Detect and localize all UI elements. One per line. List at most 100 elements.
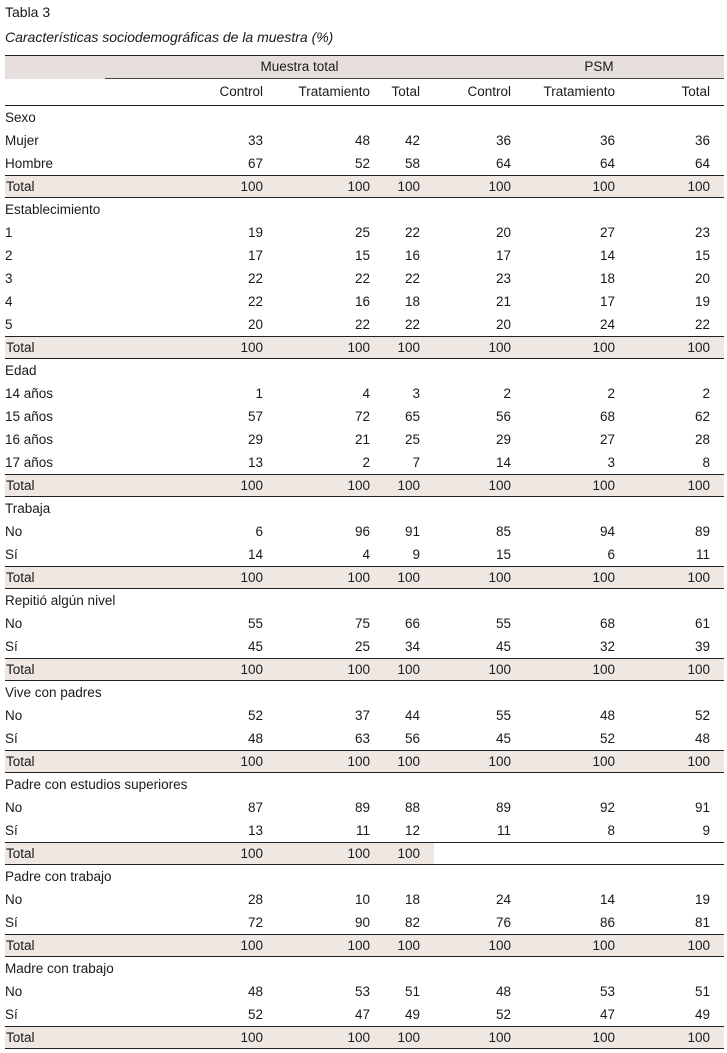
row-label: 14 años (5, 386, 54, 401)
total-row: Total 100 100 100 100 100 100 (5, 750, 725, 773)
row-label: 4 (5, 294, 13, 309)
value-cell: 48 (495, 984, 511, 999)
table-row: 16 años 29 21 25 29 27 28 (5, 428, 724, 451)
value-cell: 48 (599, 708, 615, 723)
total-value-cell: 100 (434, 175, 525, 198)
section-label: Padre con estudios superiores (5, 777, 188, 792)
value-cell: 63 (354, 731, 370, 746)
total-value-cell: 100 (434, 1026, 525, 1049)
total-value-cell: 100 (277, 474, 384, 497)
value-cell: 20 (695, 271, 711, 286)
value-cell: 20 (247, 317, 263, 332)
value-cell: 72 (354, 409, 370, 424)
table-row: 15 años 57 72 65 56 68 62 (5, 405, 724, 428)
value-cell: 29 (495, 432, 511, 447)
value-cell: 18 (599, 271, 615, 286)
value-cell: 68 (599, 409, 615, 424)
total-row: Total 100 100 100 100 100 100 (5, 175, 725, 198)
value-cell: 9 (702, 823, 711, 838)
value-cell: 36 (695, 133, 711, 148)
total-row: Total 100 100 100 100 100 100 (5, 566, 725, 589)
value-cell: 64 (695, 156, 711, 171)
total-value-cell: 100 (525, 566, 629, 589)
table-row: No 52 37 44 55 48 52 (5, 704, 724, 727)
total-row: Total 100 100 100 100 100 100 (5, 934, 725, 957)
total-value-cell: 100 (277, 842, 384, 865)
section-header-row: Padre con trabajo (5, 865, 724, 889)
row-label: 16 años (5, 432, 54, 447)
total-value-cell: 100 (277, 934, 384, 957)
total-row: Total 100 100 100 (5, 842, 725, 865)
value-cell: 19 (247, 225, 263, 240)
value-cell: 28 (695, 432, 711, 447)
value-cell: 3 (412, 386, 420, 401)
total-value-cell: 100 (277, 658, 384, 681)
value-cell: 47 (599, 1007, 615, 1022)
value-cell: 28 (247, 892, 263, 907)
table-row: 2 17 15 16 17 14 15 (5, 244, 724, 267)
total-value-cell: 100 (434, 934, 525, 957)
total-value-cell: 100 (629, 336, 725, 359)
value-cell: 7 (412, 455, 420, 470)
value-cell: 11 (696, 547, 711, 562)
value-cell: 52 (495, 1007, 511, 1022)
section-header-row: Trabaja (5, 497, 724, 521)
value-cell: 89 (695, 524, 711, 539)
value-cell: 52 (247, 1007, 263, 1022)
value-cell: 66 (404, 616, 420, 631)
total-label: Total (5, 474, 105, 497)
total-label: Total (5, 658, 105, 681)
value-cell: 56 (404, 731, 420, 746)
value-cell: 55 (495, 708, 511, 723)
value-cell: 34 (404, 639, 420, 654)
section-header-row: Padre con estudios superiores (5, 773, 724, 797)
value-cell: 89 (495, 800, 511, 815)
value-cell: 12 (404, 823, 420, 838)
value-cell: 3 (607, 455, 615, 470)
total-row: Total 100 100 100 100 100 100 (5, 474, 725, 497)
total-row: Total 100 100 100 100 100 100 (5, 1026, 725, 1049)
value-cell: 44 (404, 708, 420, 723)
total-row: Total 100 100 100 100 100 100 (5, 336, 725, 359)
total-value-cell: 100 (434, 566, 525, 589)
value-cell: 15 (495, 547, 511, 562)
value-cell: 51 (695, 984, 711, 999)
table-row: Sí 45 25 34 45 32 39 (5, 635, 724, 659)
total-value-cell: 100 (434, 658, 525, 681)
value-cell: 10 (354, 892, 370, 907)
total-label: Total (5, 336, 105, 359)
total-value-cell: 100 (105, 474, 277, 497)
value-cell: 9 (412, 547, 420, 562)
value-cell: 6 (255, 524, 263, 539)
row-label: Mujer (5, 133, 39, 148)
section-header-row: Establecimiento (5, 198, 724, 222)
value-cell: 13 (247, 455, 263, 470)
value-cell: 48 (354, 133, 370, 148)
section-label: Vive con padres (5, 685, 102, 700)
value-cell: 22 (695, 317, 711, 332)
total-value-cell: 100 (384, 1026, 434, 1049)
value-cell: 2 (362, 455, 370, 470)
total-value-cell: 100 (629, 658, 725, 681)
section-header-row: Madre con trabajo (5, 957, 724, 981)
value-cell: 22 (354, 271, 370, 286)
value-cell: 25 (354, 225, 370, 240)
value-cell: 17 (495, 248, 511, 263)
section-label: Edad (5, 363, 37, 378)
row-label: No (5, 800, 23, 815)
value-cell: 58 (404, 156, 420, 171)
value-cell: 19 (695, 892, 711, 907)
value-cell: 17 (247, 248, 263, 263)
value-cell: 32 (599, 639, 615, 654)
value-cell: 15 (695, 248, 711, 263)
value-cell: 21 (354, 432, 370, 447)
value-cell: 90 (354, 915, 370, 930)
row-label: Sí (5, 547, 18, 562)
column-header-tratamiento: Tratamiento (277, 78, 384, 106)
value-cell: 24 (599, 317, 615, 332)
row-label: Sí (5, 639, 18, 654)
value-cell: 48 (247, 731, 263, 746)
value-cell: 25 (354, 639, 370, 654)
total-label: Total (5, 1026, 105, 1049)
